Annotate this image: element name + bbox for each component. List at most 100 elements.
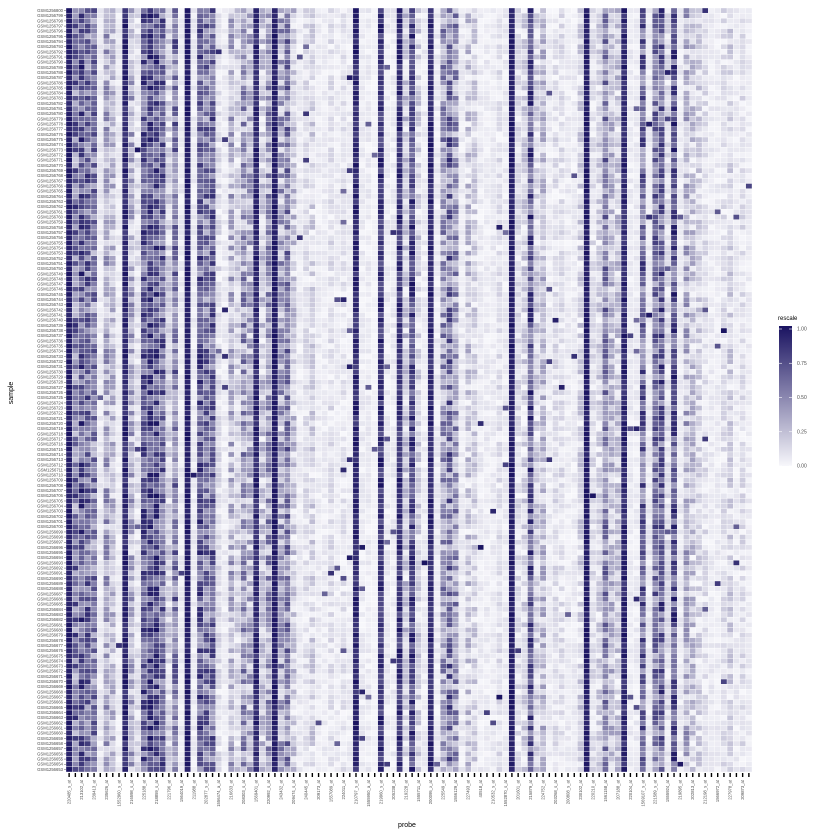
heatmap-cell xyxy=(72,436,78,441)
heatmap-cell xyxy=(91,116,97,121)
heatmap-cell xyxy=(110,684,116,689)
heatmap-cell xyxy=(103,271,109,276)
heatmap-cell xyxy=(103,726,109,731)
heatmap-cell xyxy=(116,395,122,400)
heatmap-cell xyxy=(116,168,122,173)
heatmap-cell xyxy=(103,442,109,447)
heatmap-cell xyxy=(78,493,84,498)
heatmap-cell xyxy=(66,96,72,101)
heatmap-cell xyxy=(72,483,78,488)
heatmap-cell xyxy=(78,194,84,199)
heatmap-cell xyxy=(72,607,78,612)
heatmap-cell xyxy=(116,555,122,560)
heatmap-cell xyxy=(97,591,103,596)
heatmap-cell xyxy=(116,416,122,421)
heatmap-cell xyxy=(91,225,97,230)
heatmap-cell xyxy=(110,695,116,700)
heatmap-cell xyxy=(116,473,122,478)
heatmap-cell xyxy=(72,478,78,483)
heatmap-cell xyxy=(116,29,122,34)
heatmap-cell xyxy=(66,674,72,679)
heatmap-cell xyxy=(85,493,91,498)
heatmap-cell xyxy=(116,122,122,127)
heatmap-cell xyxy=(97,488,103,493)
heatmap-cell xyxy=(97,85,103,90)
heatmap-cell xyxy=(116,767,122,772)
heatmap-cell xyxy=(85,101,91,106)
heatmap-cell xyxy=(103,122,109,127)
heatmap-cell xyxy=(66,622,72,627)
heatmap-cell xyxy=(66,80,72,85)
heatmap-cell xyxy=(116,571,122,576)
heatmap-cell xyxy=(91,529,97,534)
heatmap-cell xyxy=(66,591,72,596)
heatmap-cell xyxy=(91,452,97,457)
heatmap-cell xyxy=(91,39,97,44)
heatmap-cell xyxy=(116,292,122,297)
heatmap-cell xyxy=(78,8,84,13)
heatmap-cell xyxy=(72,566,78,571)
heatmap-cell xyxy=(78,364,84,369)
heatmap-cell xyxy=(78,638,84,643)
heatmap-cell xyxy=(103,509,109,514)
heatmap-cell xyxy=(78,44,84,49)
heatmap-cell xyxy=(103,566,109,571)
heatmap-cell xyxy=(66,483,72,488)
heatmap-cell xyxy=(85,80,91,85)
heatmap-cell xyxy=(78,261,84,266)
heatmap-cell xyxy=(78,111,84,116)
heatmap-cell xyxy=(91,313,97,318)
heatmap-cell xyxy=(72,405,78,410)
heatmap-cell xyxy=(97,715,103,720)
heatmap-cell xyxy=(72,653,78,658)
heatmap-cell xyxy=(97,700,103,705)
heatmap-cell xyxy=(85,576,91,581)
heatmap-cell xyxy=(85,235,91,240)
heatmap-cell xyxy=(103,147,109,152)
heatmap-cell xyxy=(91,555,97,560)
heatmap-cell xyxy=(116,251,122,256)
heatmap-cell xyxy=(78,684,84,689)
heatmap-cell xyxy=(97,292,103,297)
heatmap-cell xyxy=(78,230,84,235)
heatmap-cell xyxy=(91,235,97,240)
heatmap-cell xyxy=(72,576,78,581)
heatmap-cell xyxy=(122,178,128,183)
heatmap-cell xyxy=(72,416,78,421)
heatmap-cell xyxy=(116,483,122,488)
heatmap-cell xyxy=(116,751,122,756)
heatmap-cell xyxy=(85,85,91,90)
heatmap-cell xyxy=(110,710,116,715)
heatmap-cell xyxy=(116,116,122,121)
heatmap-cell xyxy=(91,421,97,426)
heatmap-cell xyxy=(97,405,103,410)
heatmap-cell xyxy=(91,751,97,756)
heatmap-cell xyxy=(78,452,84,457)
heatmap-cell xyxy=(85,746,91,751)
heatmap-cell xyxy=(97,18,103,23)
heatmap-cell xyxy=(116,240,122,245)
heatmap-cell xyxy=(66,767,72,772)
heatmap-cell xyxy=(72,111,78,116)
heatmap-cell xyxy=(103,695,109,700)
heatmap-cell xyxy=(103,29,109,34)
heatmap-cell xyxy=(91,524,97,529)
heatmap-cell xyxy=(103,292,109,297)
heatmap-cell xyxy=(110,13,116,18)
heatmap-cell xyxy=(116,550,122,555)
heatmap-cell xyxy=(122,122,128,127)
heatmap-cell xyxy=(72,163,78,168)
heatmap-cell xyxy=(85,313,91,318)
heatmap-cell xyxy=(72,679,78,684)
heatmap-cell xyxy=(78,70,84,75)
heatmap-cell xyxy=(85,736,91,741)
heatmap-cell xyxy=(116,266,122,271)
heatmap-cell xyxy=(72,762,78,767)
heatmap-cell xyxy=(110,80,116,85)
heatmap-cell xyxy=(85,669,91,674)
heatmap-cell xyxy=(110,421,116,426)
heatmap-cell xyxy=(91,91,97,96)
heatmap-cell xyxy=(103,302,109,307)
heatmap-cell xyxy=(97,447,103,452)
heatmap-cell xyxy=(78,519,84,524)
